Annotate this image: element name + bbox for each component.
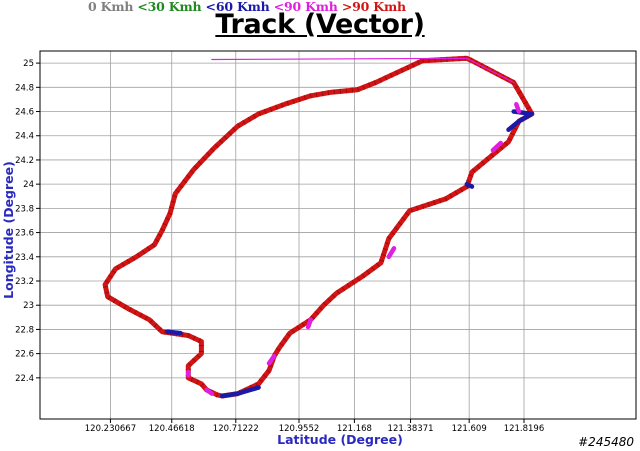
- y-tick-label: 23.8: [15, 204, 34, 214]
- y-tick-label: 24.4: [15, 132, 34, 142]
- x-tick-label: 121.168: [337, 424, 372, 434]
- y-tick-label: 24.8: [15, 83, 34, 93]
- track-segment-lt90: [514, 102, 522, 114]
- track-segment-lt90: [266, 353, 277, 366]
- y-tick-label: 23.4: [15, 253, 34, 263]
- legend-item-lt60: <60 Kmh: [201, 0, 270, 14]
- track-path-group: [102, 55, 535, 399]
- y-tick-label: 23.6: [15, 229, 34, 239]
- track-arrow-texture: [102, 55, 535, 399]
- x-ticks: 120.230667 120.46618 120.71222 120.9552 121.…: [85, 419, 545, 434]
- track-segment-lt90: [386, 246, 397, 260]
- y-tick-label: 23.2: [15, 277, 34, 287]
- image-watermark: #245480: [578, 435, 634, 449]
- x-tick-label: 121.609: [452, 424, 487, 434]
- y-tick-label: 24.6: [15, 108, 34, 118]
- y-tick-label: 22.6: [15, 350, 34, 360]
- legend-item-gt90: >90 Kmh: [337, 0, 406, 14]
- track-segment-lt60: [464, 181, 475, 189]
- track-segment-lt90: [305, 317, 313, 330]
- track-segment-lt60: [219, 385, 261, 399]
- y-tick-label: 22.4: [15, 374, 34, 384]
- legend-item-lt30: <30 Kmh: [133, 0, 202, 14]
- y-tick-label: 25: [23, 59, 34, 69]
- plot-frame: [39, 50, 637, 420]
- track-segment-lt60: [506, 109, 535, 132]
- y-tick-label: 22.8: [15, 325, 34, 335]
- y-ticks: 22.4 22.6 22.8 23 23.2 23.4 23.6 23.8 24 24.2 24.4…: [15, 59, 40, 384]
- y-tick-label: 24: [23, 180, 34, 190]
- legend-item-0kmh: 0 Kmh: [88, 0, 134, 14]
- chart-title: Track (Vector): [215, 9, 425, 40]
- track-segment-lt90: [490, 140, 503, 153]
- track-segment-lt90: [204, 387, 215, 396]
- x-tick-label: 121.38371: [388, 424, 434, 434]
- grid-lines: [40, 51, 636, 419]
- track-segment-lt90: [211, 57, 515, 84]
- legend-item-lt90: <90 Kmh: [269, 0, 338, 14]
- x-tick-label: 120.71222: [213, 424, 259, 434]
- track-line-gt90: [102, 55, 535, 399]
- x-tick-label: 120.230667: [85, 424, 136, 434]
- track-segment-lt60: [165, 329, 183, 336]
- y-tick-label: 24.2: [15, 156, 34, 166]
- speed-legend: 0 Kmh <30 Kmh <60 Kmh <90 Kmh >90 Kmh: [88, 0, 406, 14]
- x-tick-label: 121.8196: [504, 424, 545, 434]
- x-tick-label: 120.9552: [279, 424, 320, 434]
- y-tick-label: 23: [23, 301, 34, 311]
- x-tick-label: 120.46618: [149, 424, 195, 434]
- x-axis-label: Latitude (Degree): [277, 432, 403, 447]
- y-axis-label: Longitude (Degree): [1, 161, 16, 299]
